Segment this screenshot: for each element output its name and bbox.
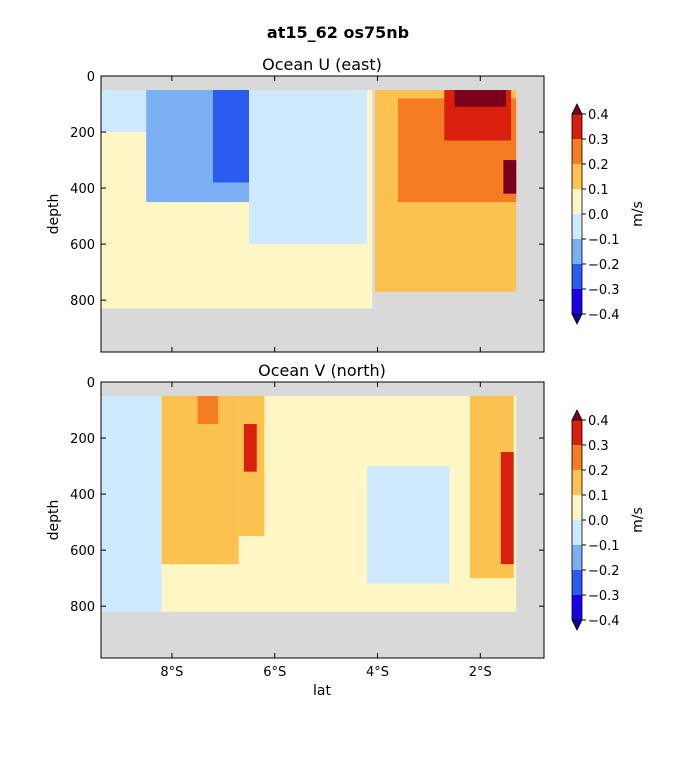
x-axis [171, 76, 481, 352]
colorbar-segment [572, 189, 582, 214]
x-tick-label: 4°S [366, 665, 389, 680]
y-tick-label: 200 [70, 432, 95, 447]
colorbar-segment [572, 114, 582, 139]
colorbar-tick-label: −0.3 [588, 283, 620, 298]
colorbar-segment [572, 570, 582, 595]
panel-ocean-v: Ocean V (north) 0 200 400 600 800 8°S 6°S 4°S 2… [46, 361, 646, 699]
colorbar-segment [572, 289, 582, 314]
y-axis: 0 200 400 600 800 [70, 376, 544, 615]
colorbar-tick-label: 0.3 [588, 133, 609, 148]
colorbar-segment [572, 520, 582, 545]
x-tick-label: 6°S [263, 665, 286, 680]
colorbar-segment [572, 164, 582, 189]
plot-area [100, 381, 545, 659]
colorbar-tick-label: −0.2 [588, 258, 620, 273]
colorbar-tick-label: 0.3 [588, 439, 609, 454]
x-axis: 8°S 6°S 4°S 2°S [160, 382, 492, 680]
colorbar-segment [572, 420, 582, 445]
colorbar-extend-low [571, 313, 583, 325]
y-tick-label: 400 [70, 488, 95, 503]
y-tick-label: 800 [70, 600, 95, 615]
y-tick-label: 0 [87, 70, 95, 85]
colorbar-tick-label: 0.2 [588, 158, 609, 173]
axes-frame [100, 75, 545, 353]
colorbar-tick-label: 0.1 [588, 183, 609, 198]
y-tick-label: 0 [87, 376, 95, 391]
colorbar-extend-high [571, 409, 583, 421]
colorbar-segment [572, 239, 582, 264]
colorbar-extend-high [571, 103, 583, 115]
x-tick-label: 8°S [160, 665, 183, 680]
contour-region [367, 466, 450, 584]
y-tick-label: 400 [70, 182, 95, 197]
contour-region [101, 396, 162, 612]
panel-title: Ocean U (east) [262, 55, 382, 74]
x-tick-label: 2°S [469, 665, 492, 680]
contour-region [500, 452, 514, 565]
contour-region [249, 90, 368, 245]
contour-region [454, 90, 506, 107]
colorbar-label: m/s [630, 201, 646, 227]
contour-region [197, 396, 219, 425]
colorbar-tick-label: 0.4 [588, 414, 609, 429]
figure-title: at15_62 os75nb [267, 23, 409, 42]
contour-region [213, 90, 250, 183]
colorbar-tick-label: 0.0 [588, 208, 609, 223]
colorbar: 0.4 0.3 0.2 0.1 0.0 −0.1 −0.2 −0.3 −0.4 [571, 409, 620, 631]
axes-frame [100, 381, 545, 659]
colorbar-extend-low [571, 619, 583, 631]
colorbar-tick-label: −0.4 [588, 614, 620, 629]
y-tick-label: 600 [70, 544, 95, 559]
colorbar-label: m/s [630, 507, 646, 533]
colorbar-segment [572, 470, 582, 495]
colorbar-tick-label: 0.0 [588, 514, 609, 529]
colorbar-tick-label: 0.2 [588, 464, 609, 479]
colorbar-tick-label: 0.1 [588, 489, 609, 504]
contour-region [503, 160, 517, 194]
y-axis-label: depth [46, 194, 62, 235]
colorbar-segment [572, 545, 582, 570]
colorbar-segment [572, 139, 582, 164]
colorbar-tick-label: 0.4 [588, 108, 609, 123]
colorbar-segment [572, 495, 582, 520]
plot-area [100, 75, 545, 353]
colorbar: 0.4 0.3 0.2 0.1 0.0 −0.1 −0.2 −0.3 −0.4 [571, 103, 620, 325]
colorbar-tick-label: −0.4 [588, 308, 620, 323]
y-axis: 0 200 400 600 800 [70, 70, 544, 309]
colorbar-tick-label: −0.1 [588, 233, 620, 248]
colorbar-tick-label: −0.2 [588, 564, 620, 579]
colorbar-segment [572, 214, 582, 239]
colorbar-tick-label: −0.3 [588, 589, 620, 604]
y-tick-label: 600 [70, 238, 95, 253]
x-axis-label: lat [313, 683, 331, 699]
panel-title: Ocean V (north) [258, 361, 386, 380]
y-tick-label: 200 [70, 126, 95, 141]
colorbar-segment [572, 445, 582, 470]
contour-region [243, 424, 257, 472]
colorbar-tick-label: −0.1 [588, 539, 620, 554]
y-tick-label: 800 [70, 294, 95, 309]
y-axis-label: depth [46, 500, 62, 541]
colorbar-segment [572, 595, 582, 620]
colorbar-segment [572, 264, 582, 289]
